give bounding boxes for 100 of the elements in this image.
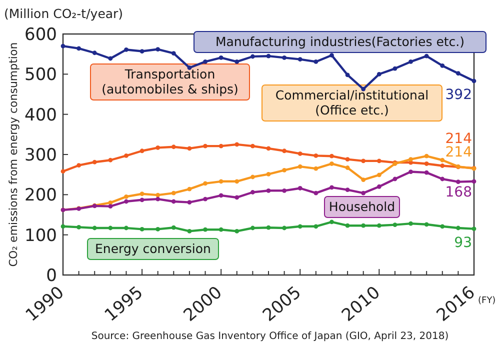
- point: [171, 51, 176, 56]
- point: [440, 164, 445, 168]
- point: [108, 204, 113, 209]
- point: [250, 144, 255, 148]
- series-label: Energy conversion: [95, 241, 211, 256]
- point: [440, 176, 445, 182]
- y-tick-label: 600: [24, 25, 57, 45]
- point: [92, 160, 97, 164]
- point: [218, 144, 224, 148]
- point: [250, 174, 255, 180]
- point: [282, 168, 287, 172]
- point: [156, 47, 160, 52]
- chart-title: (Million CO₂-t/year): [4, 6, 124, 21]
- point: [314, 190, 318, 196]
- point: [392, 176, 398, 182]
- point: [203, 60, 208, 64]
- point: [408, 221, 413, 226]
- annotation: 93: [454, 234, 472, 251]
- point: [124, 194, 128, 199]
- point: [392, 66, 398, 71]
- series-label: Household: [328, 199, 396, 214]
- point: [76, 163, 82, 168]
- point: [424, 54, 429, 58]
- source-note: Source: Greenhouse Gas Inventory Office of Japan (GIO, April 23, 2018): [91, 331, 449, 342]
- point: [424, 170, 429, 175]
- point: [282, 226, 287, 230]
- name-tag: Energy conversion: [87, 238, 219, 260]
- point: [314, 166, 318, 171]
- point: [60, 44, 66, 48]
- point: [187, 146, 192, 151]
- series-label: Manufacturing industries(Factories etc.): [215, 34, 465, 49]
- point: [124, 226, 128, 230]
- point: [234, 60, 240, 64]
- y-tick-label: 400: [24, 105, 57, 126]
- y-tick-label: 300: [24, 146, 57, 166]
- point: [330, 53, 334, 58]
- point: [250, 190, 255, 194]
- point: [171, 199, 176, 204]
- point: [140, 227, 144, 232]
- point: [203, 196, 208, 202]
- point: [376, 223, 382, 228]
- point: [140, 148, 144, 154]
- point: [298, 151, 302, 156]
- point: [76, 46, 82, 51]
- point: [171, 144, 176, 150]
- point: [266, 172, 271, 176]
- point: [456, 226, 460, 230]
- point: [92, 226, 97, 230]
- point: [330, 220, 334, 224]
- y-tick-label: 200: [24, 186, 57, 206]
- point: [124, 154, 128, 158]
- point: [424, 222, 429, 227]
- point: [266, 54, 271, 58]
- point: [361, 223, 366, 228]
- point: [203, 181, 208, 186]
- point: [234, 229, 240, 234]
- point: [108, 158, 113, 162]
- point: [345, 72, 350, 78]
- point: [76, 225, 82, 230]
- point: [60, 224, 66, 229]
- point: [298, 186, 302, 190]
- point: [456, 180, 460, 184]
- point: [156, 192, 160, 198]
- point: [124, 199, 128, 204]
- point: [376, 158, 382, 164]
- point: [376, 172, 382, 178]
- name-tag: Household: [324, 196, 400, 218]
- point: [234, 142, 240, 147]
- point: [92, 50, 97, 56]
- point: [440, 224, 445, 229]
- point: [108, 226, 113, 230]
- point: [424, 154, 429, 158]
- point: [218, 179, 224, 184]
- point: [124, 47, 128, 52]
- point: [408, 157, 413, 162]
- point: [361, 158, 366, 164]
- point: [187, 186, 192, 192]
- point: [203, 227, 208, 232]
- name-tag: Manufacturing industries(Factories etc.): [194, 31, 486, 53]
- point: [234, 195, 240, 200]
- x-axis-title: (FY): [478, 296, 496, 306]
- point: [218, 193, 224, 198]
- annotation: 214: [445, 131, 472, 148]
- y-tick-label: 0: [46, 266, 57, 286]
- point: [203, 144, 208, 148]
- point: [345, 157, 350, 162]
- point: [472, 226, 476, 232]
- point: [187, 200, 192, 204]
- point: [314, 224, 318, 229]
- point: [218, 56, 224, 60]
- point: [424, 162, 429, 166]
- point: [282, 56, 287, 60]
- name-tag: Transportation (automobiles & ships): [90, 64, 250, 100]
- point: [156, 227, 160, 232]
- point: [282, 188, 287, 193]
- point: [392, 222, 398, 227]
- point: [361, 178, 366, 182]
- point: [440, 64, 445, 68]
- point: [171, 225, 176, 230]
- point: [266, 188, 271, 193]
